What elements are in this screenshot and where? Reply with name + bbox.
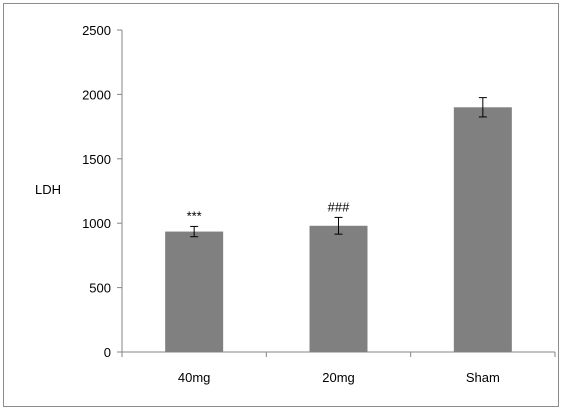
significance-label: ###: [328, 199, 350, 214]
bar-40mg: [165, 231, 224, 352]
significance-label: ***: [187, 208, 202, 223]
x-axis: 40mg 20mg Sham: [121, 351, 556, 385]
bar-20mg: [309, 225, 368, 352]
y-tick-label: 500: [89, 281, 111, 296]
y-axis: 0 500 1000 1500 2000 2500: [82, 23, 123, 360]
x-tick-label: Sham: [466, 370, 500, 385]
bar-sham: [453, 107, 512, 352]
y-tick-label: 1000: [82, 216, 111, 231]
x-tick-label: 40mg: [178, 370, 211, 385]
error-bar-40mg: [190, 225, 199, 238]
y-axis-label: LDH: [35, 182, 61, 197]
y-tick-label: 2500: [82, 23, 111, 38]
x-tick-label: 20mg: [322, 370, 355, 385]
error-bar-20mg: [334, 216, 343, 235]
error-bar-sham: [478, 97, 487, 118]
bars: *** ###: [165, 97, 512, 352]
y-tick-label: 2000: [82, 87, 111, 102]
y-tick-label: 1500: [82, 152, 111, 167]
y-tick-label: 0: [104, 345, 111, 360]
